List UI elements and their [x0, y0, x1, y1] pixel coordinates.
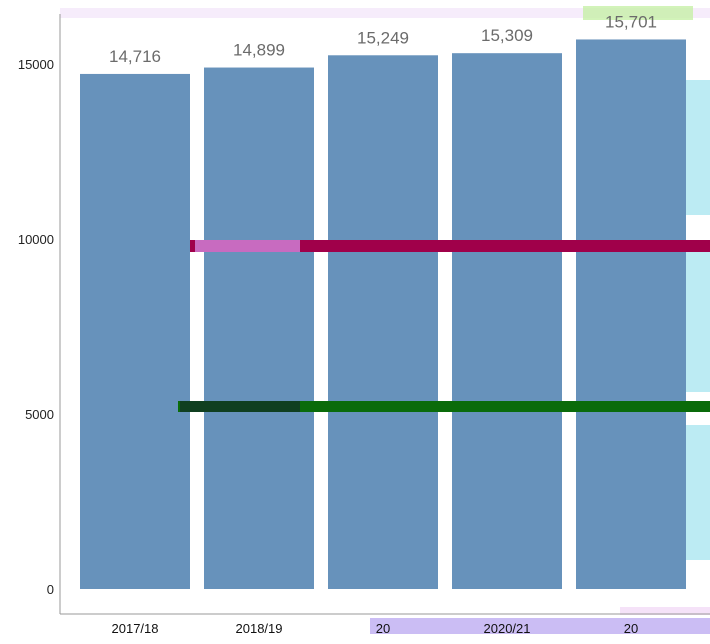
x-tick-label: 2020/21	[484, 621, 531, 636]
bars	[80, 39, 686, 590]
x-tick-label: 2017/18	[112, 621, 159, 636]
data-labels: 14,716 14,899 15,249 15,309 15,701	[109, 12, 657, 65]
artifact-band-green	[178, 401, 710, 412]
artifact-bottom-strip	[620, 607, 710, 615]
render-artifacts	[60, 6, 710, 634]
y-tick-label: 0	[47, 582, 54, 597]
artifact-band-red	[190, 240, 710, 252]
data-label: 15,309	[481, 26, 533, 45]
artifact-top-strip	[60, 8, 710, 18]
artifact-band-pink	[195, 240, 300, 252]
y-tick-label: 5000	[25, 407, 54, 422]
artifact-right-noise	[683, 80, 710, 215]
bar	[452, 53, 562, 590]
data-label: 15,249	[357, 28, 409, 47]
artifact-bottom-noise	[370, 618, 710, 634]
bar	[204, 67, 314, 589]
y-tick-label: 15000	[18, 57, 54, 72]
data-label: 14,899	[233, 41, 285, 60]
artifact-right-noise	[683, 425, 710, 560]
x-tick-label: 2018/19	[236, 621, 283, 636]
data-label: 14,716	[109, 47, 161, 66]
bar	[576, 39, 686, 589]
bar	[80, 73, 190, 589]
artifact-right-noise	[683, 252, 710, 392]
bar	[328, 55, 438, 590]
artifact-top-noise	[583, 6, 693, 20]
y-tick-labels: 0 5000 10000 15000	[18, 57, 54, 597]
x-tick-label: 20	[376, 621, 390, 636]
y-tick-label: 10000	[18, 232, 54, 247]
data-label: 15,701	[605, 12, 657, 31]
x-tick-labels: 2017/18 2018/19 20 2020/21 20	[112, 621, 639, 636]
x-tick-label: 20	[624, 621, 638, 636]
artifact-band-dark	[180, 401, 300, 412]
